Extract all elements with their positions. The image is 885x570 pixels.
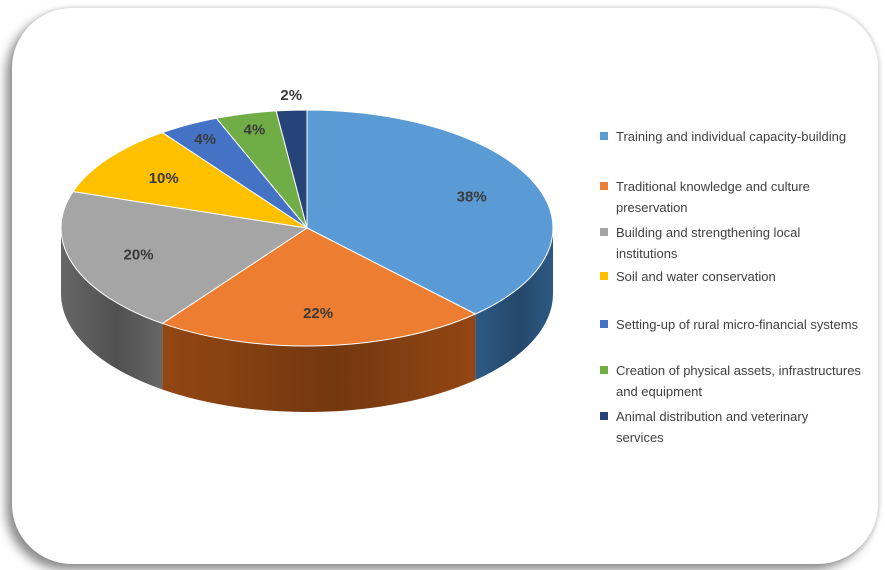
pie-slice-3 <box>72 131 308 229</box>
legend-swatch <box>600 320 608 328</box>
pie-slice-0 <box>306 109 554 315</box>
pie-label-5: 4% <box>244 122 266 139</box>
legend-label: Training and individual capacity-buildin… <box>616 129 847 144</box>
pie-slice-6 <box>275 109 308 229</box>
pie-slice-1 <box>161 227 477 347</box>
legend-swatch <box>600 366 608 374</box>
legend: Training and individual capacity-buildin… <box>600 126 885 456</box>
pie-labels: 38% 22% 20% 10% 4% 4% 2% <box>124 87 487 322</box>
legend-label: Animal distribution and veterinary servi… <box>616 409 809 445</box>
legend-label: Setting-up of rural micro-financial syst… <box>616 317 859 332</box>
pie-label-2: 20% <box>124 246 154 263</box>
pie-label-6: 2% <box>280 87 302 104</box>
pie-side-shade-0 <box>475 228 553 381</box>
pie-label-0: 38% <box>457 189 487 206</box>
legend-swatch <box>600 182 608 190</box>
legend-label: Soil and water conservation <box>616 269 776 284</box>
legend-swatch <box>600 228 608 236</box>
legend-swatch <box>600 412 608 420</box>
pie-label-1: 22% <box>303 305 333 322</box>
legend-label: Building and strengthening local institu… <box>616 225 801 261</box>
legend-swatch <box>600 272 608 280</box>
pie-tops <box>60 109 554 347</box>
pie-side-shade-2 <box>61 228 163 390</box>
pie-slice-2 <box>60 190 309 325</box>
pie-label-4: 4% <box>194 131 216 148</box>
legend-swatch <box>600 132 608 140</box>
legend-label: Creation of physical assets, infrastruct… <box>616 363 861 399</box>
legend-label: Traditional knowledge and culture preser… <box>616 179 810 215</box>
pie-label-3: 10% <box>149 170 179 187</box>
